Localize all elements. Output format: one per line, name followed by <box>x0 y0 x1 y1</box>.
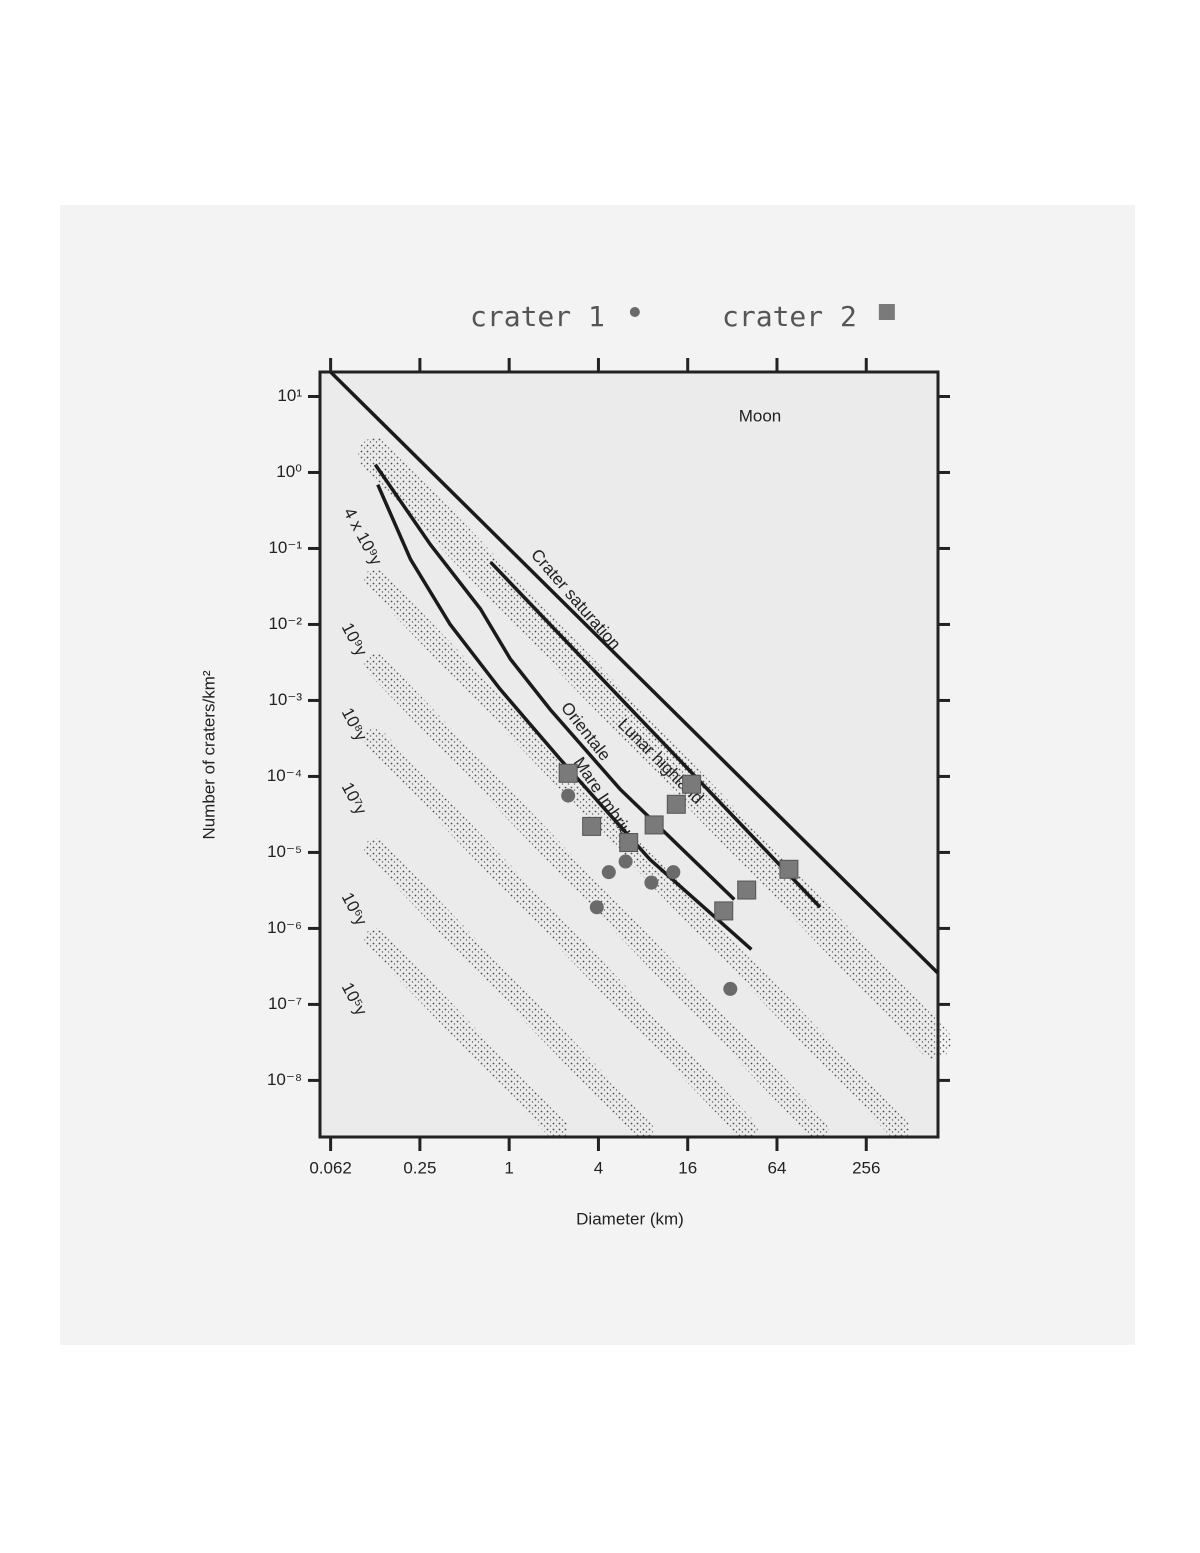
point <box>682 774 702 794</box>
isochron-band <box>364 838 654 1140</box>
reference-line <box>376 483 753 951</box>
point <box>558 763 578 783</box>
point <box>589 900 604 915</box>
isochron-band <box>364 653 829 1140</box>
x-tick-label: 64 <box>768 1158 787 1177</box>
x-tick-label: 4 <box>594 1158 603 1177</box>
point <box>644 815 664 835</box>
point <box>666 865 681 880</box>
annotation: Moon <box>739 406 782 425</box>
reference-line <box>373 463 736 901</box>
reference-line <box>489 560 822 909</box>
point <box>619 833 639 853</box>
x-tick-label: 16 <box>678 1158 697 1177</box>
y-tick-label: 10¹ <box>277 386 302 405</box>
y-axis-label: Number of craters/km² <box>199 670 218 839</box>
legend-marker <box>878 304 895 320</box>
x-tick-label: 0.25 <box>403 1158 436 1177</box>
y-tick-label: 10⁰ <box>276 462 302 481</box>
point <box>618 854 633 869</box>
point <box>644 875 659 890</box>
legend-marker <box>629 307 640 317</box>
x-tick-label: 256 <box>852 1158 880 1177</box>
point <box>601 865 616 880</box>
y-tick-label: 10⁻¹ <box>268 538 302 557</box>
point <box>779 859 799 879</box>
legend-label: crater 1 <box>470 300 605 333</box>
y-tick-label: 10⁻⁷ <box>268 994 302 1013</box>
point <box>582 816 602 836</box>
isochron-band <box>358 437 952 1059</box>
isochron-band <box>364 728 758 1140</box>
point <box>714 901 734 921</box>
x-tick-label: 0.062 <box>309 1158 352 1177</box>
point <box>561 788 576 803</box>
y-tick-label: 10⁻⁸ <box>267 1070 302 1089</box>
y-tick-label: 10⁻⁶ <box>267 918 302 937</box>
isochron-band <box>364 928 568 1140</box>
y-tick-label: 10⁻² <box>268 614 302 633</box>
x-axis-label: Diameter (km) <box>576 1209 684 1228</box>
y-tick-label: 10⁻³ <box>268 690 302 709</box>
legend-label: crater 2 <box>722 300 857 333</box>
isochron-band <box>364 568 910 1140</box>
point <box>723 981 738 996</box>
point <box>737 880 757 900</box>
x-tick-label: 1 <box>504 1158 513 1177</box>
y-tick-label: 10⁻⁵ <box>267 842 302 861</box>
reference-line <box>329 370 939 975</box>
point <box>666 794 686 814</box>
y-tick-label: 10⁻⁴ <box>267 766 302 785</box>
